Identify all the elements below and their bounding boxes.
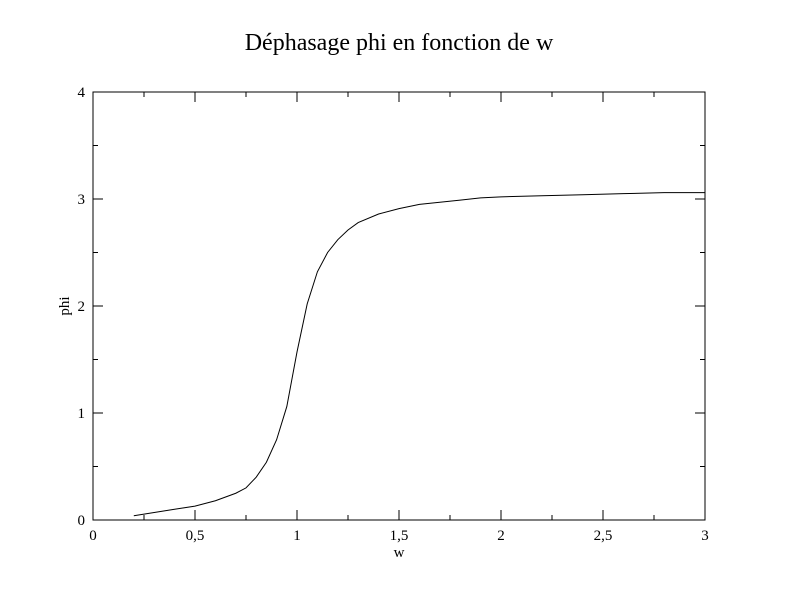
plot-frame	[92, 91, 706, 521]
y-tick-label: 4	[78, 85, 86, 101]
y-tick-label: 3	[78, 192, 86, 208]
x-tick-label: 3	[701, 528, 709, 544]
y-tick-label: 0	[78, 513, 86, 529]
axis-ticks	[92, 91, 706, 521]
series-line	[133, 192, 705, 517]
y-tick-label: 2	[78, 299, 86, 315]
chart-title: Déphasage phi en fonction de w	[245, 30, 554, 56]
y-axis-label: phi	[57, 296, 73, 315]
x-tick-label: 1,5	[390, 528, 409, 544]
x-tick-label: 0,5	[186, 528, 205, 544]
x-tick-label: 1	[293, 528, 301, 544]
tick-labels: 0 0,5 1 1,5 2 2,5 3 0 1 2 3 4	[78, 85, 709, 544]
x-tick-label: 2,5	[594, 528, 613, 544]
y-tick-label: 1	[78, 406, 86, 422]
x-tick-label: 0	[89, 528, 97, 544]
x-tick-label: 2	[497, 528, 505, 544]
x-axis-label: w	[394, 545, 405, 561]
